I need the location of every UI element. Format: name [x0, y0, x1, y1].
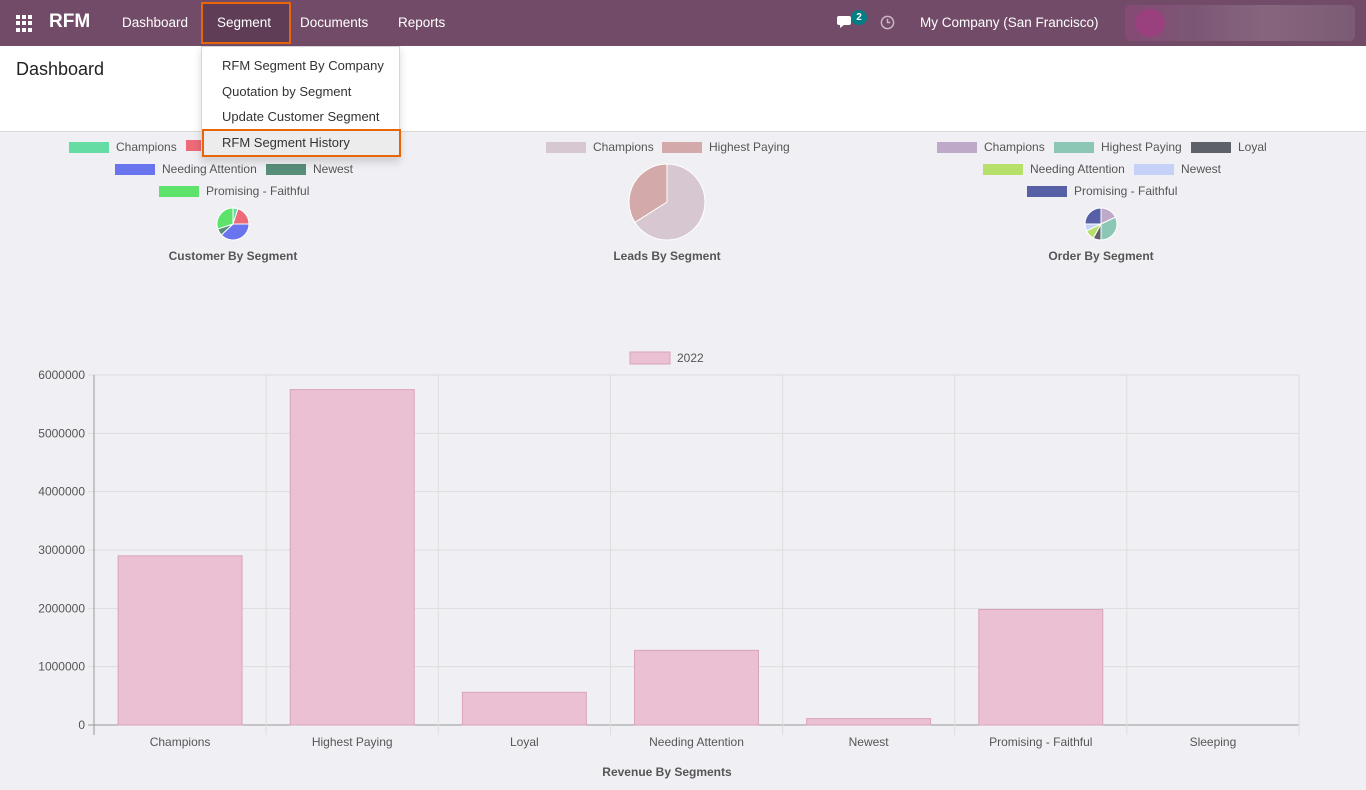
y-tick-label: 6000000 — [38, 368, 85, 382]
legend-item[interactable]: Newest — [1134, 162, 1221, 176]
active-menu-highlight — [201, 2, 291, 44]
y-tick-label: 5000000 — [38, 426, 85, 440]
x-tick-label: Loyal — [510, 735, 539, 749]
legend-swatch — [159, 185, 199, 197]
y-tick-label: 1000000 — [38, 660, 85, 674]
order-pie[interactable] — [1084, 207, 1118, 241]
legend-label: Newest — [1181, 162, 1222, 176]
legend-item[interactable]: Loyal — [1191, 140, 1267, 154]
legend-swatch — [186, 140, 202, 151]
legend-swatch[interactable] — [629, 351, 671, 365]
customer-pie[interactable] — [216, 207, 250, 241]
user-menu-avatar[interactable] — [1125, 5, 1355, 41]
x-tick-label: Highest Paying — [312, 735, 393, 749]
pie-slice-highest-paying[interactable] — [628, 163, 668, 224]
pie-slice-promising-faithful[interactable] — [1084, 207, 1102, 225]
x-tick-label: Newest — [849, 735, 890, 749]
legend-label: Highest Paying — [709, 140, 790, 154]
x-tick-label: Promising - Faithful — [989, 735, 1092, 749]
revenue-by-segments-chart: 2022 0 1000000 2000000 3000000 4000000 5000000… — [38, 351, 1300, 779]
menu-reports[interactable]: Reports — [398, 15, 446, 30]
legend-label: Champions — [593, 140, 654, 154]
legend-label: Needing Attention — [162, 162, 257, 176]
legend-swatch — [266, 163, 306, 175]
x-tick-label: Sleeping — [1190, 735, 1237, 749]
legend-item[interactable] — [186, 140, 209, 151]
x-tick-label: Champions — [150, 735, 211, 749]
clock-icon[interactable] — [880, 15, 895, 30]
legend-swatch — [546, 141, 586, 153]
y-tick-label: 2000000 — [38, 601, 85, 615]
bar-newest[interactable] — [806, 718, 932, 726]
pie-slice-highest-paying[interactable] — [1100, 216, 1118, 241]
legend-label: Needing Attention — [1030, 162, 1125, 176]
legend-item[interactable]: Promising - Faithful — [1027, 184, 1177, 198]
legend-item[interactable]: Newest — [266, 162, 353, 176]
pie-slice-needing-attention[interactable] — [220, 223, 250, 241]
dropdown-item-quotation-by-segment[interactable]: Quotation by Segment — [222, 84, 352, 99]
legend-swatch — [1134, 163, 1174, 175]
chart-title: Order By Segment — [1048, 249, 1154, 263]
chat-icon[interactable] — [837, 14, 855, 30]
legend-swatch — [937, 141, 977, 153]
legend-swatch — [69, 141, 109, 153]
legend-label: Champions — [116, 140, 177, 154]
menu-segment[interactable]: Segment — [217, 15, 272, 30]
chart-title: Revenue By Segments — [602, 765, 732, 779]
x-tick-label: Needing Attention — [649, 735, 744, 749]
legend-label: Promising - Faithful — [1074, 184, 1178, 198]
bar-loyal[interactable] — [461, 691, 587, 726]
y-tick-label: 0 — [78, 718, 85, 732]
legend-label: 2022 — [677, 351, 704, 365]
legend-label: Highest Paying — [1101, 140, 1182, 154]
bar-promising-faithful[interactable] — [978, 609, 1104, 726]
legend-item[interactable]: Highest Paying — [662, 140, 790, 154]
messages-badge: 2 — [851, 10, 867, 25]
menu-documents[interactable]: Documents — [300, 15, 369, 30]
legend-swatch — [115, 163, 155, 175]
app-grid-icon[interactable] — [16, 15, 33, 32]
legend-item[interactable]: Champions — [546, 140, 654, 154]
chart-title: Customer By Segment — [168, 249, 298, 263]
legend-swatch — [1191, 141, 1231, 153]
chart-title: Leads By Segment — [613, 249, 721, 263]
dropdown-item-update-customer-segment[interactable]: Update Customer Segment — [222, 109, 380, 124]
leads-pie[interactable] — [628, 163, 706, 241]
legend-item[interactable]: Champions — [937, 140, 1045, 154]
dropdown-item-highlight — [202, 129, 401, 157]
page-title: Dashboard — [16, 59, 105, 79]
legend-item[interactable]: Needing Attention — [983, 162, 1125, 176]
pie-slice-champions[interactable] — [634, 163, 706, 241]
legend-swatch — [662, 141, 702, 153]
app-brand[interactable]: RFM — [49, 11, 91, 32]
company-switcher[interactable]: My Company (San Francisco) — [920, 15, 1099, 30]
y-tick-label: 3000000 — [38, 543, 85, 557]
menu-dashboard[interactable]: Dashboard — [122, 15, 189, 30]
dropdown-item-rfm-segment-by-company[interactable]: RFM Segment By Company — [222, 58, 384, 73]
bar-needing-attention[interactable] — [634, 649, 759, 726]
top-navbar: RFM Dashboard Segment Documents Reports … — [0, 0, 1366, 46]
legend-label: Promising - Faithful — [206, 184, 310, 198]
legend-swatch — [983, 163, 1023, 175]
dropdown-item-rfm-segment-history[interactable]: RFM Segment History — [222, 135, 350, 150]
legend-label: Newest — [313, 162, 354, 176]
legend-item[interactable]: Champions — [69, 140, 177, 154]
legend-swatch — [1054, 141, 1094, 153]
legend-swatch — [1027, 185, 1067, 197]
legend-item[interactable]: Promising - Faithful — [159, 184, 309, 198]
bar-champions[interactable] — [117, 555, 243, 726]
legend-item[interactable]: Needing Attention — [115, 162, 257, 176]
segment-dropdown-menu: RFM Segment By Company Quotation by Segm… — [201, 46, 401, 158]
legend-label: Loyal — [1238, 140, 1267, 154]
pie-slice-promising-faithful[interactable] — [216, 207, 234, 230]
legend-item[interactable]: Highest Paying — [1054, 140, 1182, 154]
y-tick-label: 4000000 — [38, 485, 85, 499]
legend-label: Champions — [984, 140, 1045, 154]
bar-highest-paying[interactable] — [289, 389, 415, 726]
